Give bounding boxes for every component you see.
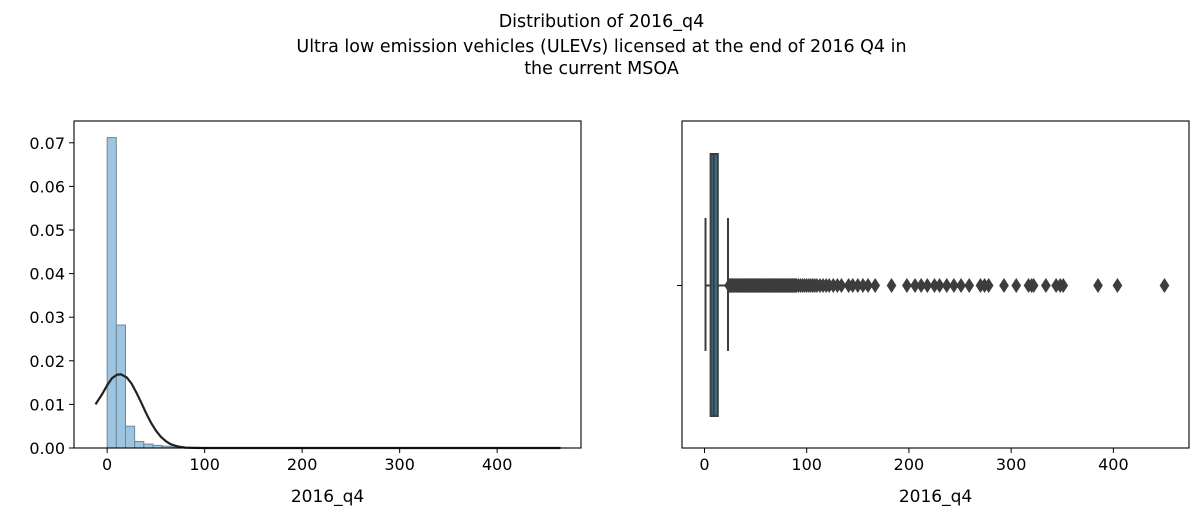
- x-axis-label: 2016_q4: [291, 487, 364, 507]
- histogram-axes-frame: [73, 120, 582, 449]
- histogram-bar: [106, 137, 117, 449]
- outlier-point: [1041, 277, 1051, 294]
- outlier-point: [999, 277, 1009, 294]
- y-tick-label: 0.00: [29, 439, 65, 458]
- outlier-point: [941, 277, 952, 294]
- x-tick-label: 100: [189, 455, 220, 474]
- x-tick-label: 100: [791, 455, 822, 474]
- y-tick-label: 0.02: [29, 352, 65, 371]
- x-tick-label: 300: [996, 455, 1027, 474]
- y-tick-label: 0.05: [29, 221, 65, 240]
- boxplot-axes-frame: [681, 120, 1190, 449]
- outlier-point: [1028, 277, 1039, 294]
- y-tick-label: 0.01: [29, 395, 65, 414]
- outlier-point: [886, 277, 897, 294]
- x-tick-label: 300: [384, 455, 415, 474]
- x-tick-label: 200: [287, 455, 318, 474]
- outlier-point: [983, 277, 994, 294]
- outlier-point: [1058, 277, 1069, 294]
- outlier-point: [870, 277, 881, 294]
- outlier-point: [934, 277, 945, 294]
- outlier-point: [956, 277, 966, 294]
- x-tick-label: 400: [1098, 455, 1129, 474]
- outlier-point: [949, 277, 959, 294]
- histogram-bar: [143, 443, 154, 449]
- x-tick-label: 200: [894, 455, 925, 474]
- histogram-bar: [134, 440, 145, 449]
- x-axis-label: 2016_q4: [899, 487, 972, 507]
- y-tick-label: 0.07: [29, 134, 65, 153]
- figure-subtitle-line-1: Ultra low emission vehicles (ULEVs) lice…: [296, 37, 907, 57]
- outlier-point: [1159, 277, 1170, 294]
- x-tick-label: 400: [482, 455, 513, 474]
- boxplot-chart: 0 100 200 300 400 2016_q4: [677, 120, 1190, 507]
- y-tick-label: 0.03: [29, 308, 65, 327]
- outlier-point: [902, 277, 912, 294]
- outlier-point: [922, 277, 933, 294]
- kde-curve: [94, 373, 561, 450]
- histogram-chart: 0 100 200 300 400 0.00 0.01 0.02 0.03 0.04 0.05 0.0…: [29, 120, 582, 507]
- outlier-point: [1112, 277, 1123, 294]
- outlier-point: [1093, 277, 1103, 294]
- figure-title: Distribution of 2016_q4: [498, 12, 705, 32]
- outlier-point: [863, 277, 873, 294]
- histogram-bar: [115, 324, 126, 449]
- outlier-point: [836, 277, 847, 294]
- histogram-bar: [124, 425, 136, 449]
- outlier-point: [1011, 277, 1022, 294]
- y-tick-label: 0.06: [29, 177, 65, 196]
- x-tick-label: 0: [102, 455, 112, 474]
- figure-subtitle-line-2: the current MSOA: [524, 59, 679, 79]
- y-tick-label: 0.04: [29, 265, 65, 284]
- outlier-point: [964, 277, 975, 294]
- x-tick-label: 0: [699, 455, 709, 474]
